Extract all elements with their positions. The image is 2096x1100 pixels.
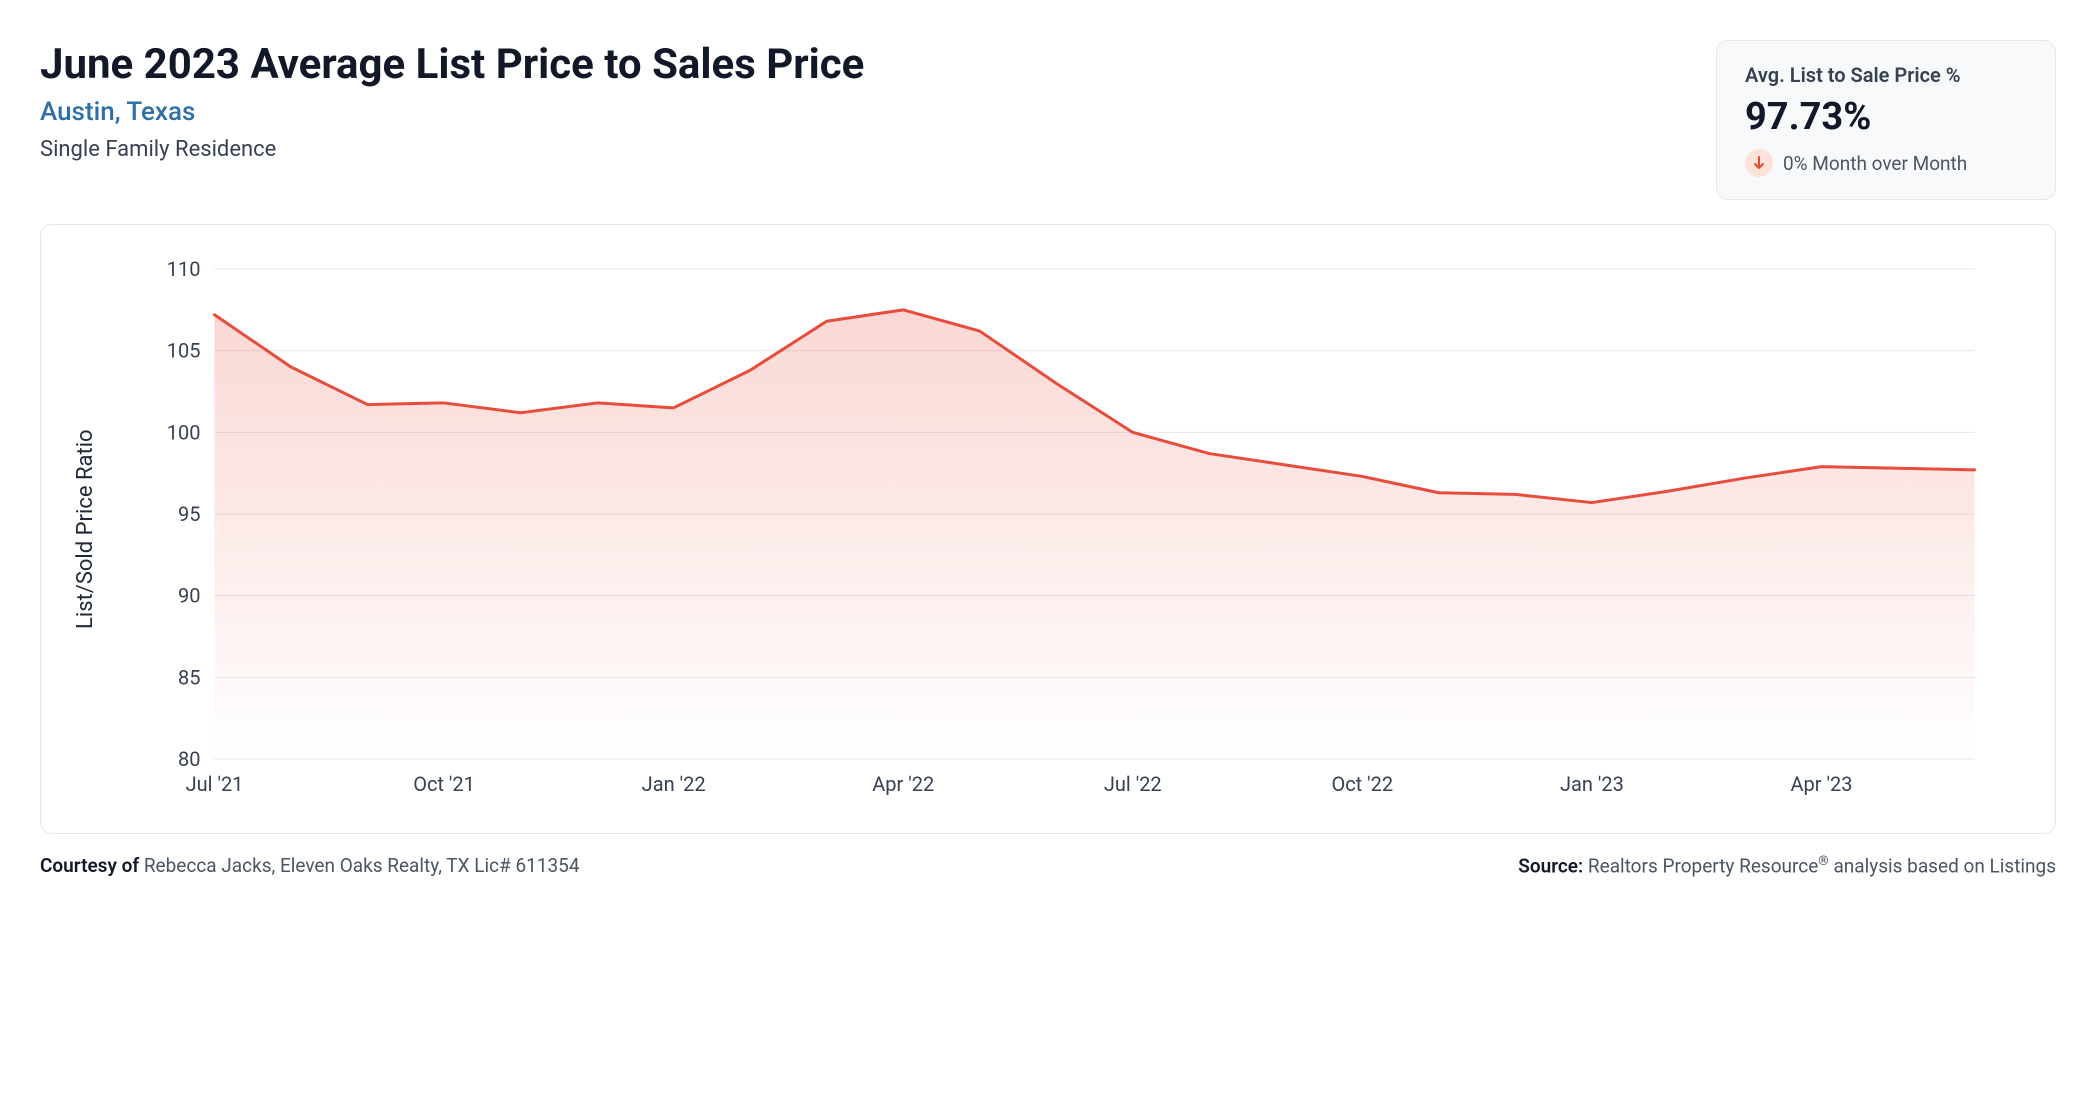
svg-text:85: 85 — [178, 665, 200, 689]
area-chart: 80 85 90 95 100 105 110 Jul '21 Oct '21 Jan '22 Ap… — [98, 249, 2031, 809]
svg-text:95: 95 — [178, 502, 200, 526]
stat-delta: 0% Month over Month — [1745, 149, 2027, 177]
title-block: June 2023 Average List Price to Sales Pr… — [40, 40, 864, 162]
chart-wrap: List/Sold Price Ratio 80 85 90 95 100 105 110 J… — [65, 249, 2031, 809]
source-value-1: Realtors Property Resource — [1588, 854, 1818, 877]
courtesy-value: Rebecca Jacks, Eleven Oaks Realty, TX Li… — [144, 854, 580, 877]
stat-value: 97.73% — [1745, 95, 2027, 139]
svg-text:Oct '22: Oct '22 — [1331, 772, 1393, 796]
chart-card: List/Sold Price Ratio 80 85 90 95 100 105 110 J… — [40, 224, 2056, 834]
courtesy-prefix: Courtesy of — [40, 854, 144, 877]
svg-text:Apr '23: Apr '23 — [1790, 772, 1852, 796]
stat-delta-text: 0% Month over Month — [1783, 152, 1967, 175]
svg-text:100: 100 — [167, 420, 201, 444]
page: June 2023 Average List Price to Sales Pr… — [0, 0, 2096, 901]
svg-text:Oct '21: Oct '21 — [413, 772, 475, 796]
arrow-down-icon — [1745, 149, 1773, 177]
location-subtitle: Austin, Texas — [40, 97, 864, 127]
footer-row: Courtesy of Rebecca Jacks, Eleven Oaks R… — [40, 854, 2056, 877]
svg-text:110: 110 — [167, 257, 201, 281]
stat-card: Avg. List to Sale Price % 97.73% 0% Mont… — [1716, 40, 2056, 200]
source-prefix: Source: — [1518, 854, 1588, 877]
source-text: Source: Realtors Property Resource® anal… — [1518, 854, 2056, 877]
page-title: June 2023 Average List Price to Sales Pr… — [40, 40, 864, 89]
svg-text:Jan '23: Jan '23 — [1560, 772, 1624, 796]
header-row: June 2023 Average List Price to Sales Pr… — [40, 40, 2056, 200]
y-axis-label: List/Sold Price Ratio — [65, 249, 98, 809]
svg-text:Jul '22: Jul '22 — [1104, 772, 1162, 796]
svg-text:105: 105 — [167, 339, 201, 363]
courtesy-text: Courtesy of Rebecca Jacks, Eleven Oaks R… — [40, 854, 580, 877]
svg-text:90: 90 — [178, 584, 200, 608]
stat-label: Avg. List to Sale Price % — [1745, 63, 2027, 87]
source-value-2: analysis based on Listings — [1829, 854, 2056, 877]
svg-text:Jul '21: Jul '21 — [186, 772, 244, 796]
registered-symbol: ® — [1818, 854, 1828, 869]
property-type-subtitle: Single Family Residence — [40, 137, 864, 162]
svg-text:Apr '22: Apr '22 — [872, 772, 934, 796]
svg-text:80: 80 — [178, 747, 200, 771]
arrow-down-svg — [1752, 156, 1766, 170]
svg-text:Jan '22: Jan '22 — [642, 772, 706, 796]
